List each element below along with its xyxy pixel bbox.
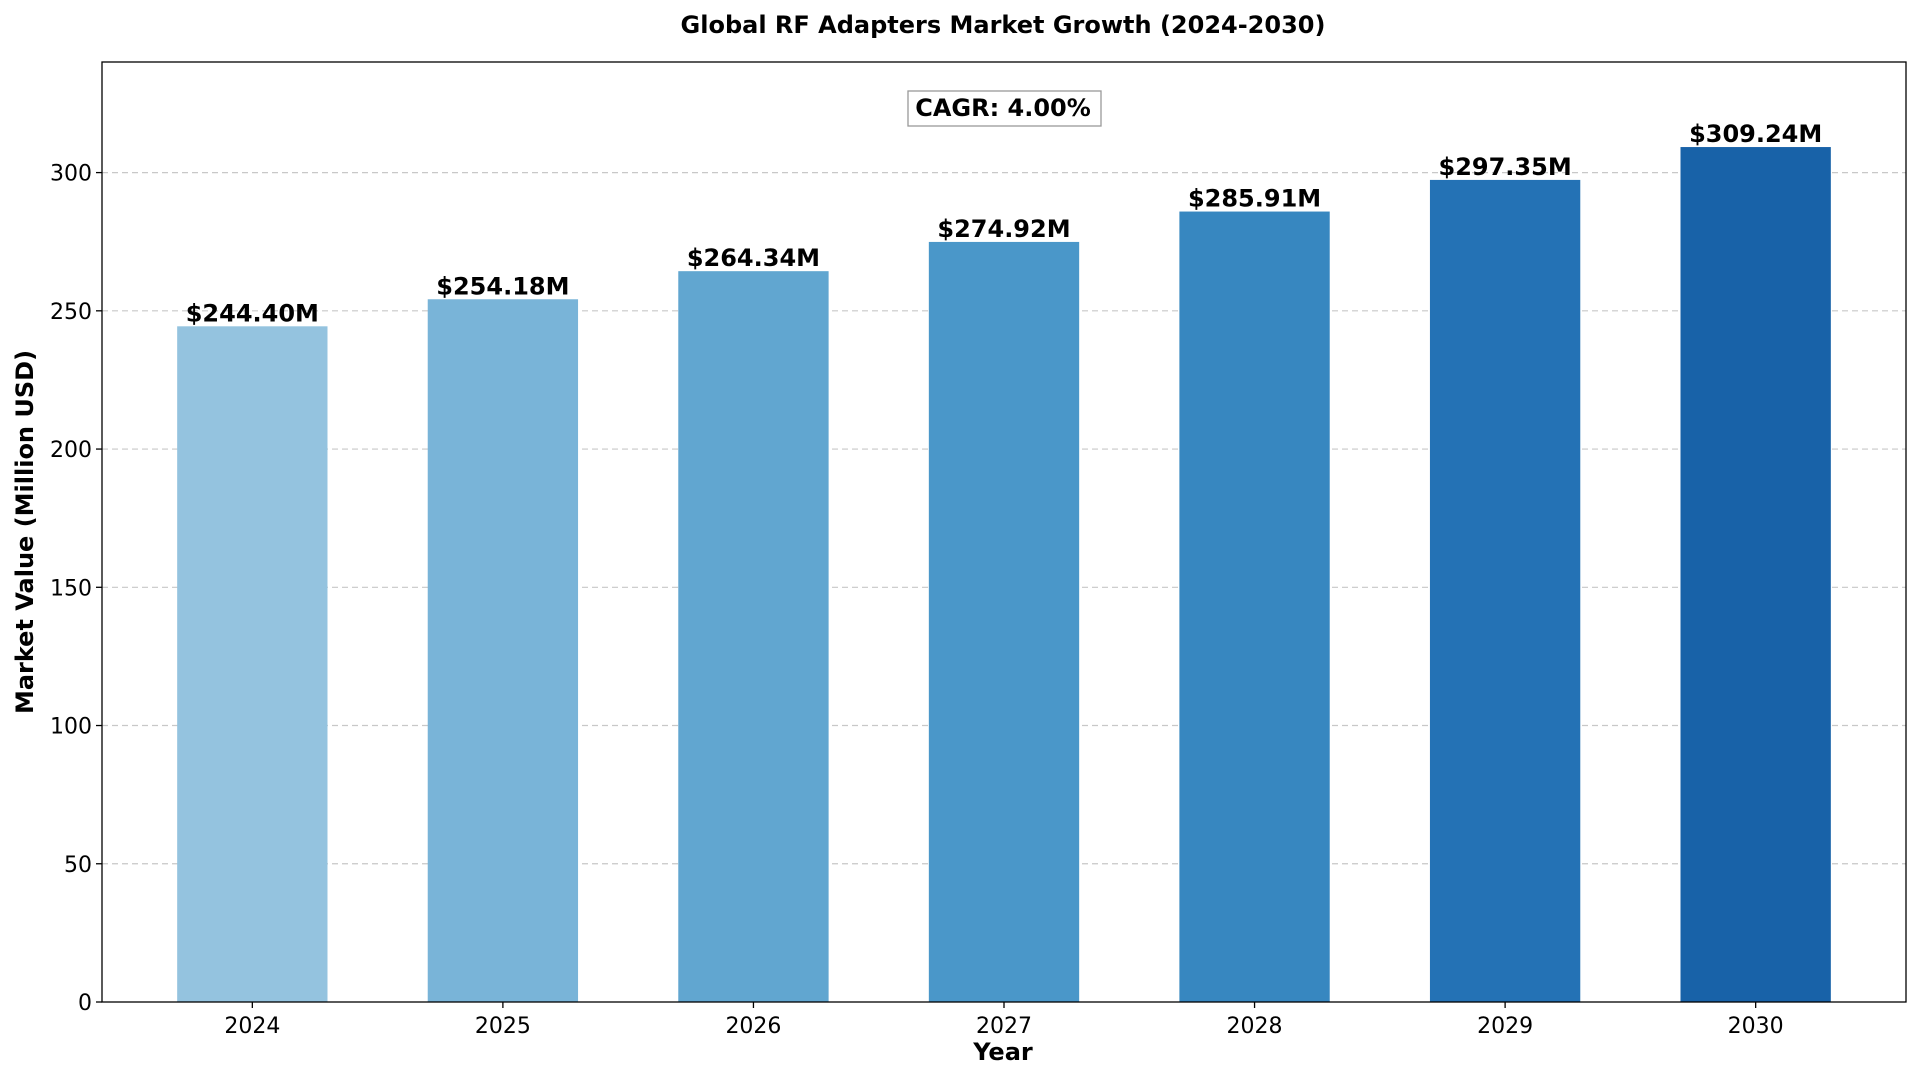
data-label-2026: $264.34M (687, 244, 820, 272)
y-axis-label: Market Value (Million USD) (11, 350, 39, 714)
cagr-annotation-box (907, 90, 1102, 127)
x-axis-ticks: 2024 2025 2026 2027 2028 2029 2030 (224, 1002, 1784, 1039)
x-axis-label: Year (972, 1038, 1033, 1066)
data-label-2025: $254.18M (436, 272, 569, 300)
x-tick-label-2030: 2030 (1728, 1014, 1784, 1039)
cagr-annotation: CAGR: 4.00% (907, 90, 1102, 127)
x-tick-label-2029: 2029 (1477, 1014, 1533, 1039)
y-tick-label: 0 (78, 991, 92, 1016)
data-label-2029: $297.35M (1439, 153, 1572, 181)
bar-2025 (427, 299, 579, 1002)
data-labels: $244.40M $254.18M $264.34M $274.92M $285.91M… (186, 120, 1823, 327)
bar-2026 (678, 271, 829, 1003)
x-tick-label-2027: 2027 (976, 1014, 1032, 1039)
bar-2024 (177, 326, 328, 1002)
x-tick-label-2028: 2028 (1227, 1014, 1283, 1039)
bar-2030 (1680, 147, 1831, 1002)
y-tick-label: 300 (50, 162, 92, 187)
bar-2027 (928, 241, 1080, 1002)
y-axis-ticks: 0 50 100 150 200 250 300 (50, 162, 102, 1016)
bar-2029 (1429, 179, 1581, 1003)
data-label-2027: $274.92M (937, 215, 1070, 243)
x-tick-label-2026: 2026 (725, 1014, 781, 1039)
chart-title: Global RF Adapters Market Growth (2024-2… (681, 11, 1326, 39)
data-label-2028: $285.91M (1188, 185, 1321, 213)
bar-2028 (1179, 211, 1330, 1002)
bars (177, 147, 1831, 1003)
y-tick-label: 150 (50, 576, 92, 601)
y-tick-label: 100 (50, 715, 92, 740)
cagr-annotation-text: CAGR: 4.00% (915, 94, 1091, 122)
data-label-2024: $244.40M (186, 299, 319, 327)
data-label-2030: $309.24M (1689, 120, 1822, 148)
y-tick-label: 50 (64, 853, 92, 878)
x-tick-label-2025: 2025 (475, 1014, 531, 1039)
x-tick-label-2024: 2024 (224, 1014, 280, 1039)
y-tick-label: 250 (50, 300, 92, 325)
y-tick-label: 200 (50, 438, 92, 463)
